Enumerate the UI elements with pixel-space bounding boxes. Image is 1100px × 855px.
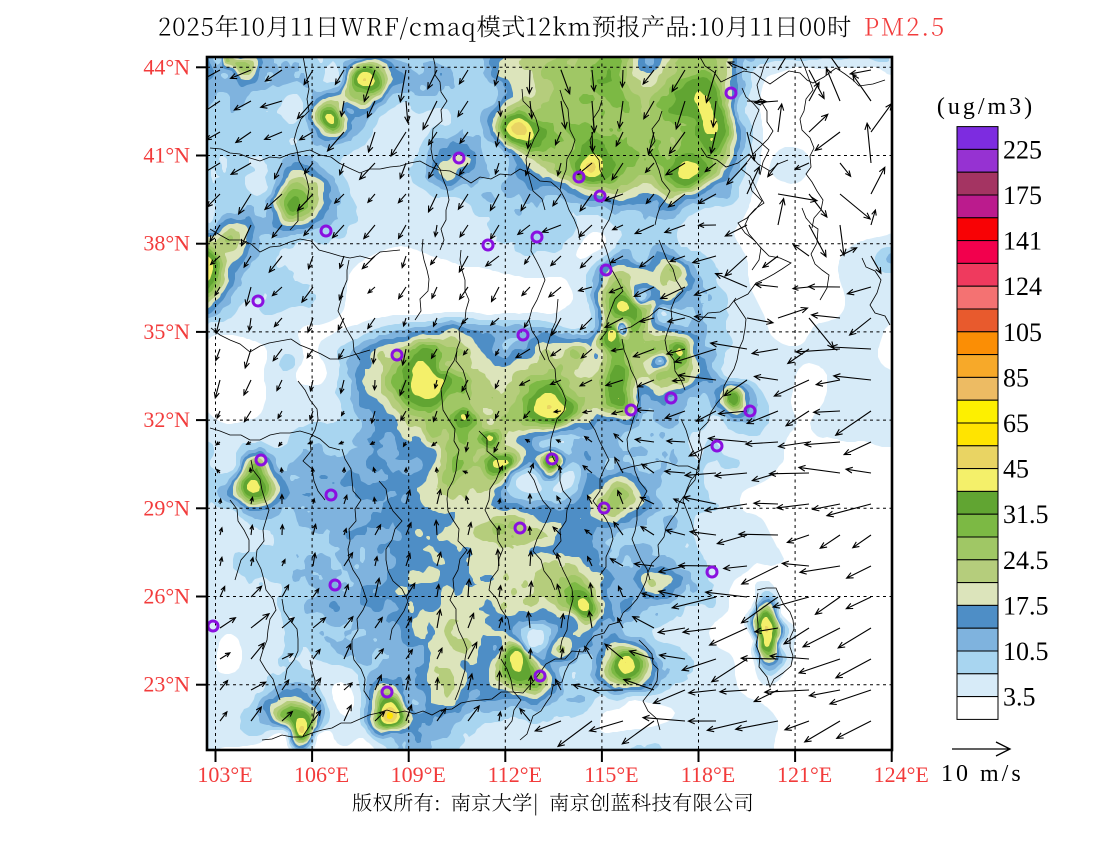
- svg-text:45: 45: [1003, 455, 1029, 484]
- svg-text:10 m/s: 10 m/s: [941, 761, 1024, 787]
- svg-text:225: 225: [1003, 135, 1042, 164]
- svg-text:31.5: 31.5: [1003, 500, 1049, 529]
- svg-text:85: 85: [1003, 363, 1029, 392]
- svg-text:124: 124: [1003, 272, 1042, 301]
- svg-text:106°E: 106°E: [294, 762, 349, 787]
- svg-text:44°N: 44°N: [143, 54, 190, 79]
- svg-text:10.5: 10.5: [1003, 637, 1049, 666]
- svg-text:23°N: 23°N: [143, 672, 190, 697]
- svg-text:17.5: 17.5: [1003, 591, 1049, 620]
- svg-text:35°N: 35°N: [143, 319, 190, 344]
- svg-text:118°E: 118°E: [681, 762, 735, 787]
- svg-text:141: 141: [1003, 227, 1042, 256]
- svg-text:121°E: 121°E: [777, 762, 832, 787]
- svg-text:175: 175: [1003, 181, 1042, 210]
- svg-text:124°E: 124°E: [874, 762, 929, 787]
- svg-text:26°N: 26°N: [143, 584, 190, 609]
- svg-text:112°E: 112°E: [488, 762, 542, 787]
- svg-text:(ug/m3): (ug/m3): [937, 94, 1035, 120]
- svg-text:32°N: 32°N: [143, 407, 190, 432]
- svg-text:29°N: 29°N: [143, 495, 190, 520]
- svg-text:115°E: 115°E: [584, 762, 638, 787]
- svg-text:24.5: 24.5: [1003, 546, 1049, 575]
- svg-text:3.5: 3.5: [1003, 683, 1036, 712]
- svg-text:41°N: 41°N: [143, 143, 190, 168]
- svg-text:65: 65: [1003, 409, 1029, 438]
- svg-text:38°N: 38°N: [143, 231, 190, 256]
- svg-text:105: 105: [1003, 318, 1042, 347]
- svg-text:109°E: 109°E: [391, 762, 446, 787]
- svg-text:103°E: 103°E: [197, 762, 252, 787]
